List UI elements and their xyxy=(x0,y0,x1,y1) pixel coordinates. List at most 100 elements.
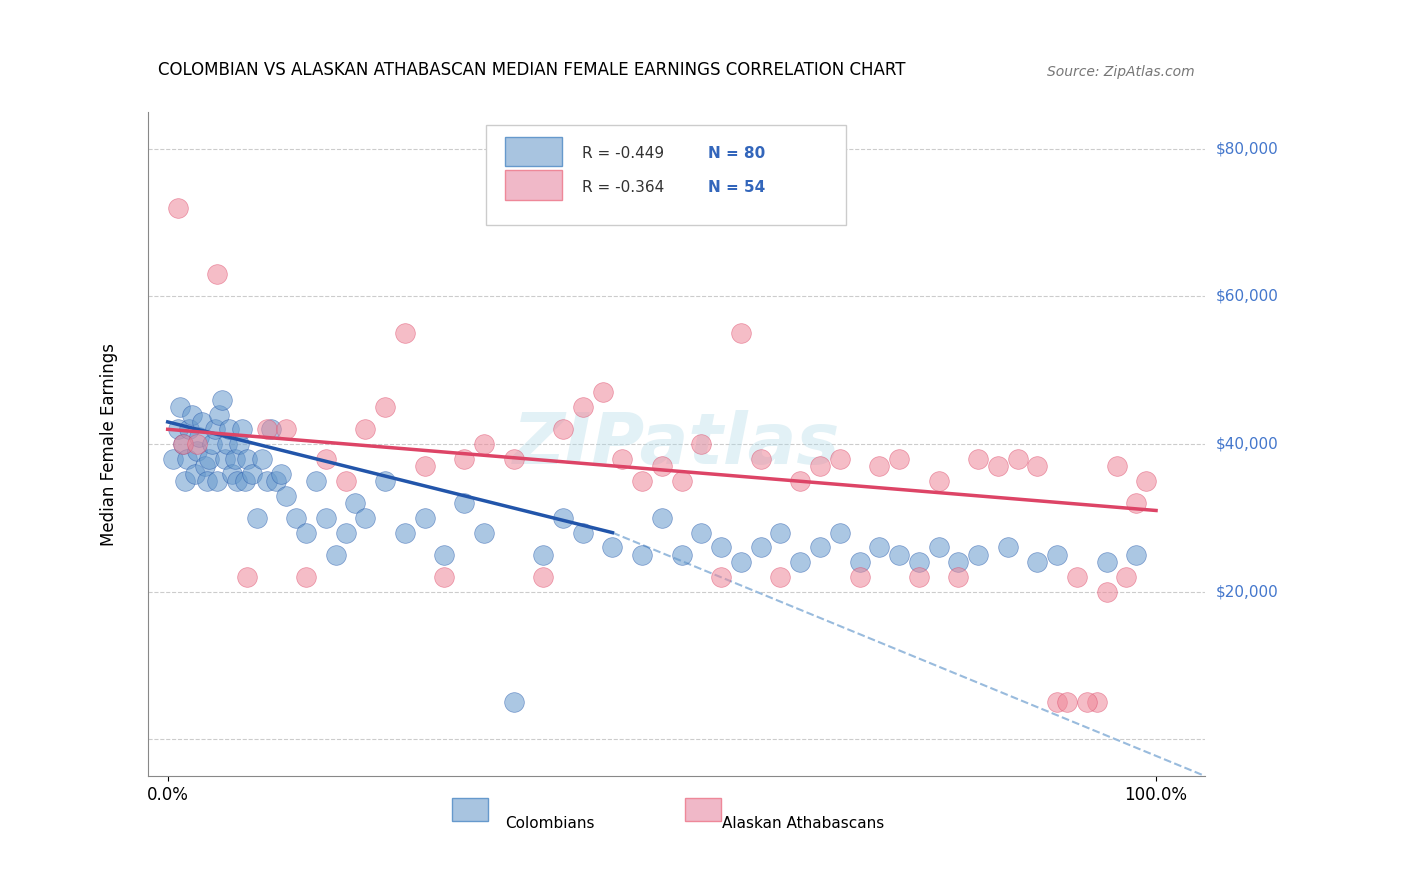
Point xyxy=(188,430,211,444)
Point xyxy=(1095,584,1118,599)
Point xyxy=(176,451,198,466)
Point xyxy=(240,467,263,481)
Point xyxy=(246,511,269,525)
Point xyxy=(186,437,208,451)
Point xyxy=(256,422,278,436)
Point xyxy=(344,496,367,510)
Point xyxy=(928,474,950,488)
Point xyxy=(270,467,292,481)
Point xyxy=(214,451,236,466)
Text: $80,000: $80,000 xyxy=(1215,141,1278,156)
Point xyxy=(948,555,970,569)
Text: COLOMBIAN VS ALASKAN ATHABASCAN MEDIAN FEMALE EARNINGS CORRELATION CHART: COLOMBIAN VS ALASKAN ATHABASCAN MEDIAN F… xyxy=(159,61,905,78)
Point xyxy=(868,459,890,474)
Point xyxy=(1095,555,1118,569)
Point xyxy=(1125,548,1147,562)
Text: Source: ZipAtlas.com: Source: ZipAtlas.com xyxy=(1047,65,1195,78)
Point xyxy=(928,541,950,555)
Point xyxy=(285,511,308,525)
Point xyxy=(769,525,792,540)
Point xyxy=(172,437,194,451)
Point xyxy=(184,467,207,481)
FancyBboxPatch shape xyxy=(505,170,562,200)
Point xyxy=(413,459,436,474)
Text: R = -0.364: R = -0.364 xyxy=(582,179,664,194)
Point xyxy=(1007,451,1029,466)
Point xyxy=(651,511,673,525)
Point xyxy=(769,570,792,584)
Point xyxy=(295,525,318,540)
Point xyxy=(730,555,752,569)
Point xyxy=(194,459,217,474)
Point xyxy=(1085,695,1108,709)
Point xyxy=(215,437,238,451)
Point xyxy=(174,474,197,488)
Point xyxy=(1056,695,1078,709)
Point xyxy=(749,451,772,466)
Point xyxy=(690,437,713,451)
Text: N = 80: N = 80 xyxy=(709,146,766,161)
Point xyxy=(221,467,243,481)
Point xyxy=(1105,459,1128,474)
Point xyxy=(531,570,554,584)
Point xyxy=(166,201,188,215)
Text: $40,000: $40,000 xyxy=(1215,436,1278,451)
Point xyxy=(204,422,226,436)
Point xyxy=(631,474,654,488)
Text: N = 54: N = 54 xyxy=(709,179,766,194)
Point xyxy=(908,555,931,569)
Text: Median Female Earnings: Median Female Earnings xyxy=(100,343,118,546)
Point xyxy=(453,496,475,510)
Point xyxy=(948,570,970,584)
FancyBboxPatch shape xyxy=(486,125,846,225)
Text: $20,000: $20,000 xyxy=(1215,584,1278,599)
Point xyxy=(690,525,713,540)
Point xyxy=(997,541,1019,555)
Point xyxy=(354,422,377,436)
Text: $60,000: $60,000 xyxy=(1215,289,1278,304)
Point xyxy=(502,451,524,466)
Point xyxy=(710,541,733,555)
Point xyxy=(1026,555,1049,569)
Point xyxy=(671,474,693,488)
Point xyxy=(181,408,204,422)
Point xyxy=(325,548,347,562)
Point xyxy=(602,541,624,555)
Point xyxy=(908,570,931,584)
Point xyxy=(671,548,693,562)
Point xyxy=(631,548,654,562)
Point xyxy=(453,451,475,466)
Point xyxy=(1066,570,1088,584)
Point xyxy=(1115,570,1137,584)
Point xyxy=(848,570,870,584)
Point xyxy=(1026,459,1049,474)
Point xyxy=(828,525,851,540)
Point xyxy=(808,459,831,474)
Point xyxy=(828,451,851,466)
Point xyxy=(169,400,191,414)
Point xyxy=(1046,548,1069,562)
Point xyxy=(848,555,870,569)
Point xyxy=(433,570,456,584)
Point xyxy=(198,451,221,466)
Point xyxy=(231,422,253,436)
Point xyxy=(1046,695,1069,709)
Point xyxy=(315,511,337,525)
Point xyxy=(1125,496,1147,510)
Text: Alaskan Athabascans: Alaskan Athabascans xyxy=(723,816,884,831)
Point xyxy=(572,400,595,414)
Point xyxy=(531,548,554,562)
Point xyxy=(868,541,890,555)
Point xyxy=(218,422,240,436)
Point xyxy=(967,548,990,562)
Point xyxy=(551,511,574,525)
Point xyxy=(260,422,283,436)
Point xyxy=(315,451,337,466)
Point xyxy=(354,511,377,525)
Point xyxy=(572,525,595,540)
Point xyxy=(887,548,910,562)
Point xyxy=(592,385,614,400)
Point xyxy=(179,422,201,436)
Point xyxy=(162,451,184,466)
FancyBboxPatch shape xyxy=(453,798,488,821)
